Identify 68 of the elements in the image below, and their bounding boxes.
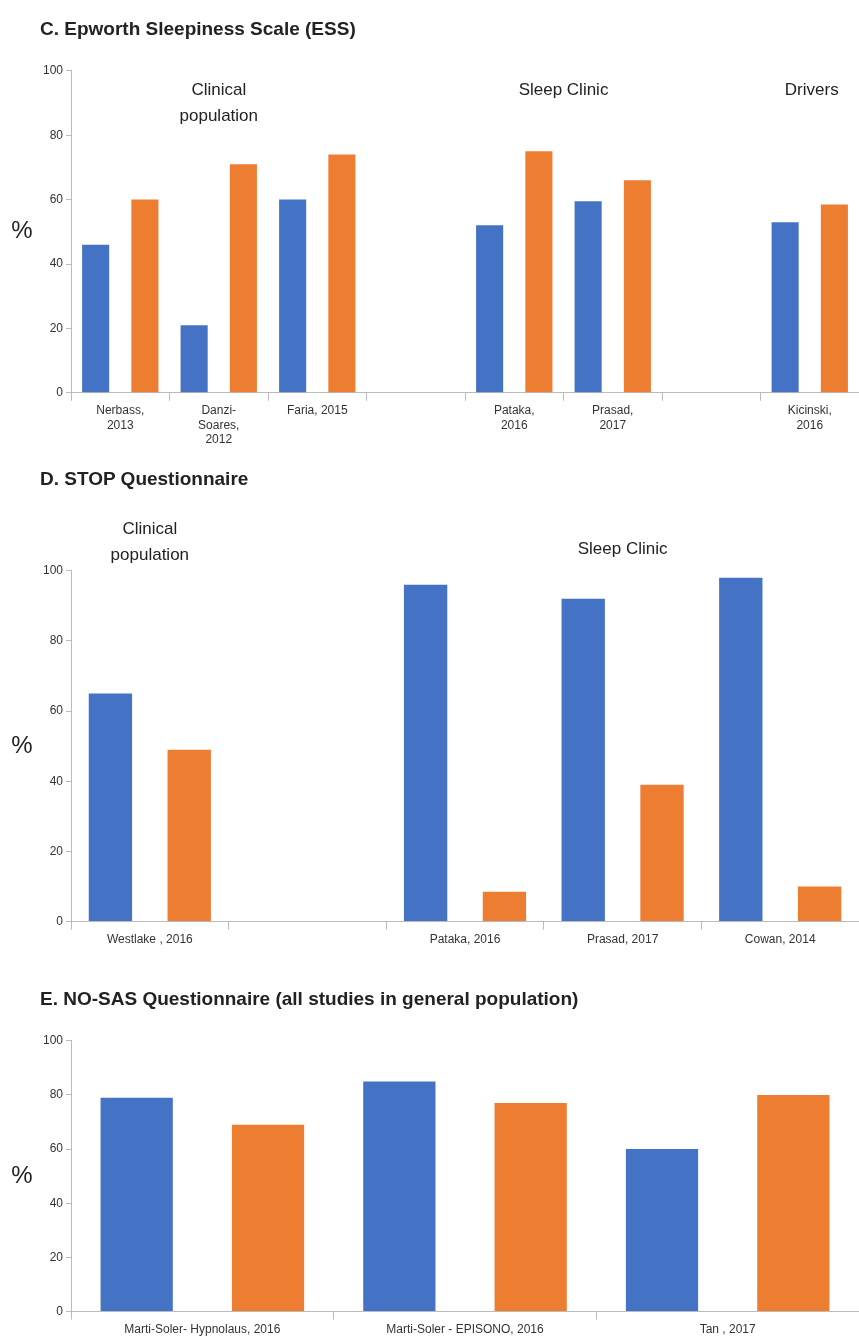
y-tick-label: 20 [49, 320, 64, 335]
x-tick-label: Danzi-Soares, 2012 [198, 403, 240, 447]
bar [231, 1124, 305, 1312]
y-tick-label: 0 [56, 913, 64, 928]
bar [279, 199, 307, 393]
y-tick-label: 40 [49, 256, 64, 271]
y-tick-label: 40 [49, 1195, 64, 1210]
bar [719, 577, 763, 922]
y-tick-label: 40 [49, 773, 64, 788]
x-tick-label: Prasad, 2017 [586, 932, 659, 947]
y-tick-label: 100 [42, 563, 64, 578]
y-axis-title: % [11, 730, 33, 758]
y-tick-label: 20 [49, 1249, 64, 1264]
x-tick-label: Pataka, 2016 [429, 932, 501, 947]
bar [476, 225, 504, 393]
bar [100, 1097, 173, 1312]
bar [574, 201, 602, 393]
x-tick-label: Westlake , 2016 [106, 932, 194, 947]
x-tick-label: Kicinski, 2016 [787, 403, 832, 432]
y-tick-label: 60 [49, 703, 64, 718]
bar [771, 222, 799, 393]
bar [494, 1103, 567, 1312]
bar [403, 584, 448, 922]
bar [640, 784, 684, 922]
bar [131, 199, 159, 393]
x-tick-label: Nerbass, 2013 [96, 403, 145, 432]
x-tick-label: Tan , 2017 [699, 1322, 757, 1337]
y-tick-label: 0 [56, 385, 64, 400]
x-tick-label: Prasad, 2017 [592, 403, 634, 432]
bar [180, 325, 208, 393]
text: Sleep Clinic [577, 539, 668, 559]
chart-title: E. NO-SAS Questionnaire (all studies in general population) [40, 987, 579, 1009]
bar [757, 1094, 830, 1312]
bar [482, 891, 527, 922]
chart-title: D. STOP Questionnaire [40, 467, 249, 489]
x-tick-label: Marti-Soler - EPISONO, 2016 [386, 1322, 545, 1337]
bar [82, 244, 110, 393]
bar [623, 180, 651, 393]
bar [88, 693, 133, 922]
bar [561, 598, 605, 922]
chart-title: C. Epworth Sleepiness Scale (ESS) [40, 17, 356, 39]
bar [328, 154, 356, 393]
x-tick-label: Faria, 2015 [286, 403, 348, 418]
bar [820, 204, 848, 393]
x-tick-label: Marti-Soler- Hypnolaus, 2016 [124, 1322, 281, 1337]
y-tick-label: 20 [49, 843, 64, 858]
bar [625, 1149, 699, 1312]
bar [229, 164, 257, 393]
bar [167, 749, 211, 922]
y-tick-label: 80 [49, 1087, 64, 1102]
annotation: Clinical population [179, 79, 258, 125]
annotation: Drivers [784, 79, 839, 99]
x-tick-label: Cowan, 2014 [744, 932, 816, 947]
y-tick-label: 60 [49, 1141, 64, 1156]
bar [363, 1081, 436, 1312]
text: Clinical population [110, 519, 190, 565]
y-tick-label: 80 [49, 127, 64, 142]
y-axis-title: % [11, 216, 33, 244]
bar [797, 886, 842, 922]
bar [525, 151, 553, 393]
y-tick-label: 100 [42, 63, 64, 78]
y-axis-title: % [11, 1160, 33, 1188]
y-tick-label: 0 [56, 1303, 64, 1318]
y-tick-label: 80 [49, 633, 64, 648]
x-tick-label: Pataka, 2016 [493, 403, 535, 432]
y-tick-label: 100 [42, 1033, 64, 1048]
y-tick-label: 60 [49, 191, 64, 206]
annotation: Sleep Clinic [518, 79, 609, 99]
